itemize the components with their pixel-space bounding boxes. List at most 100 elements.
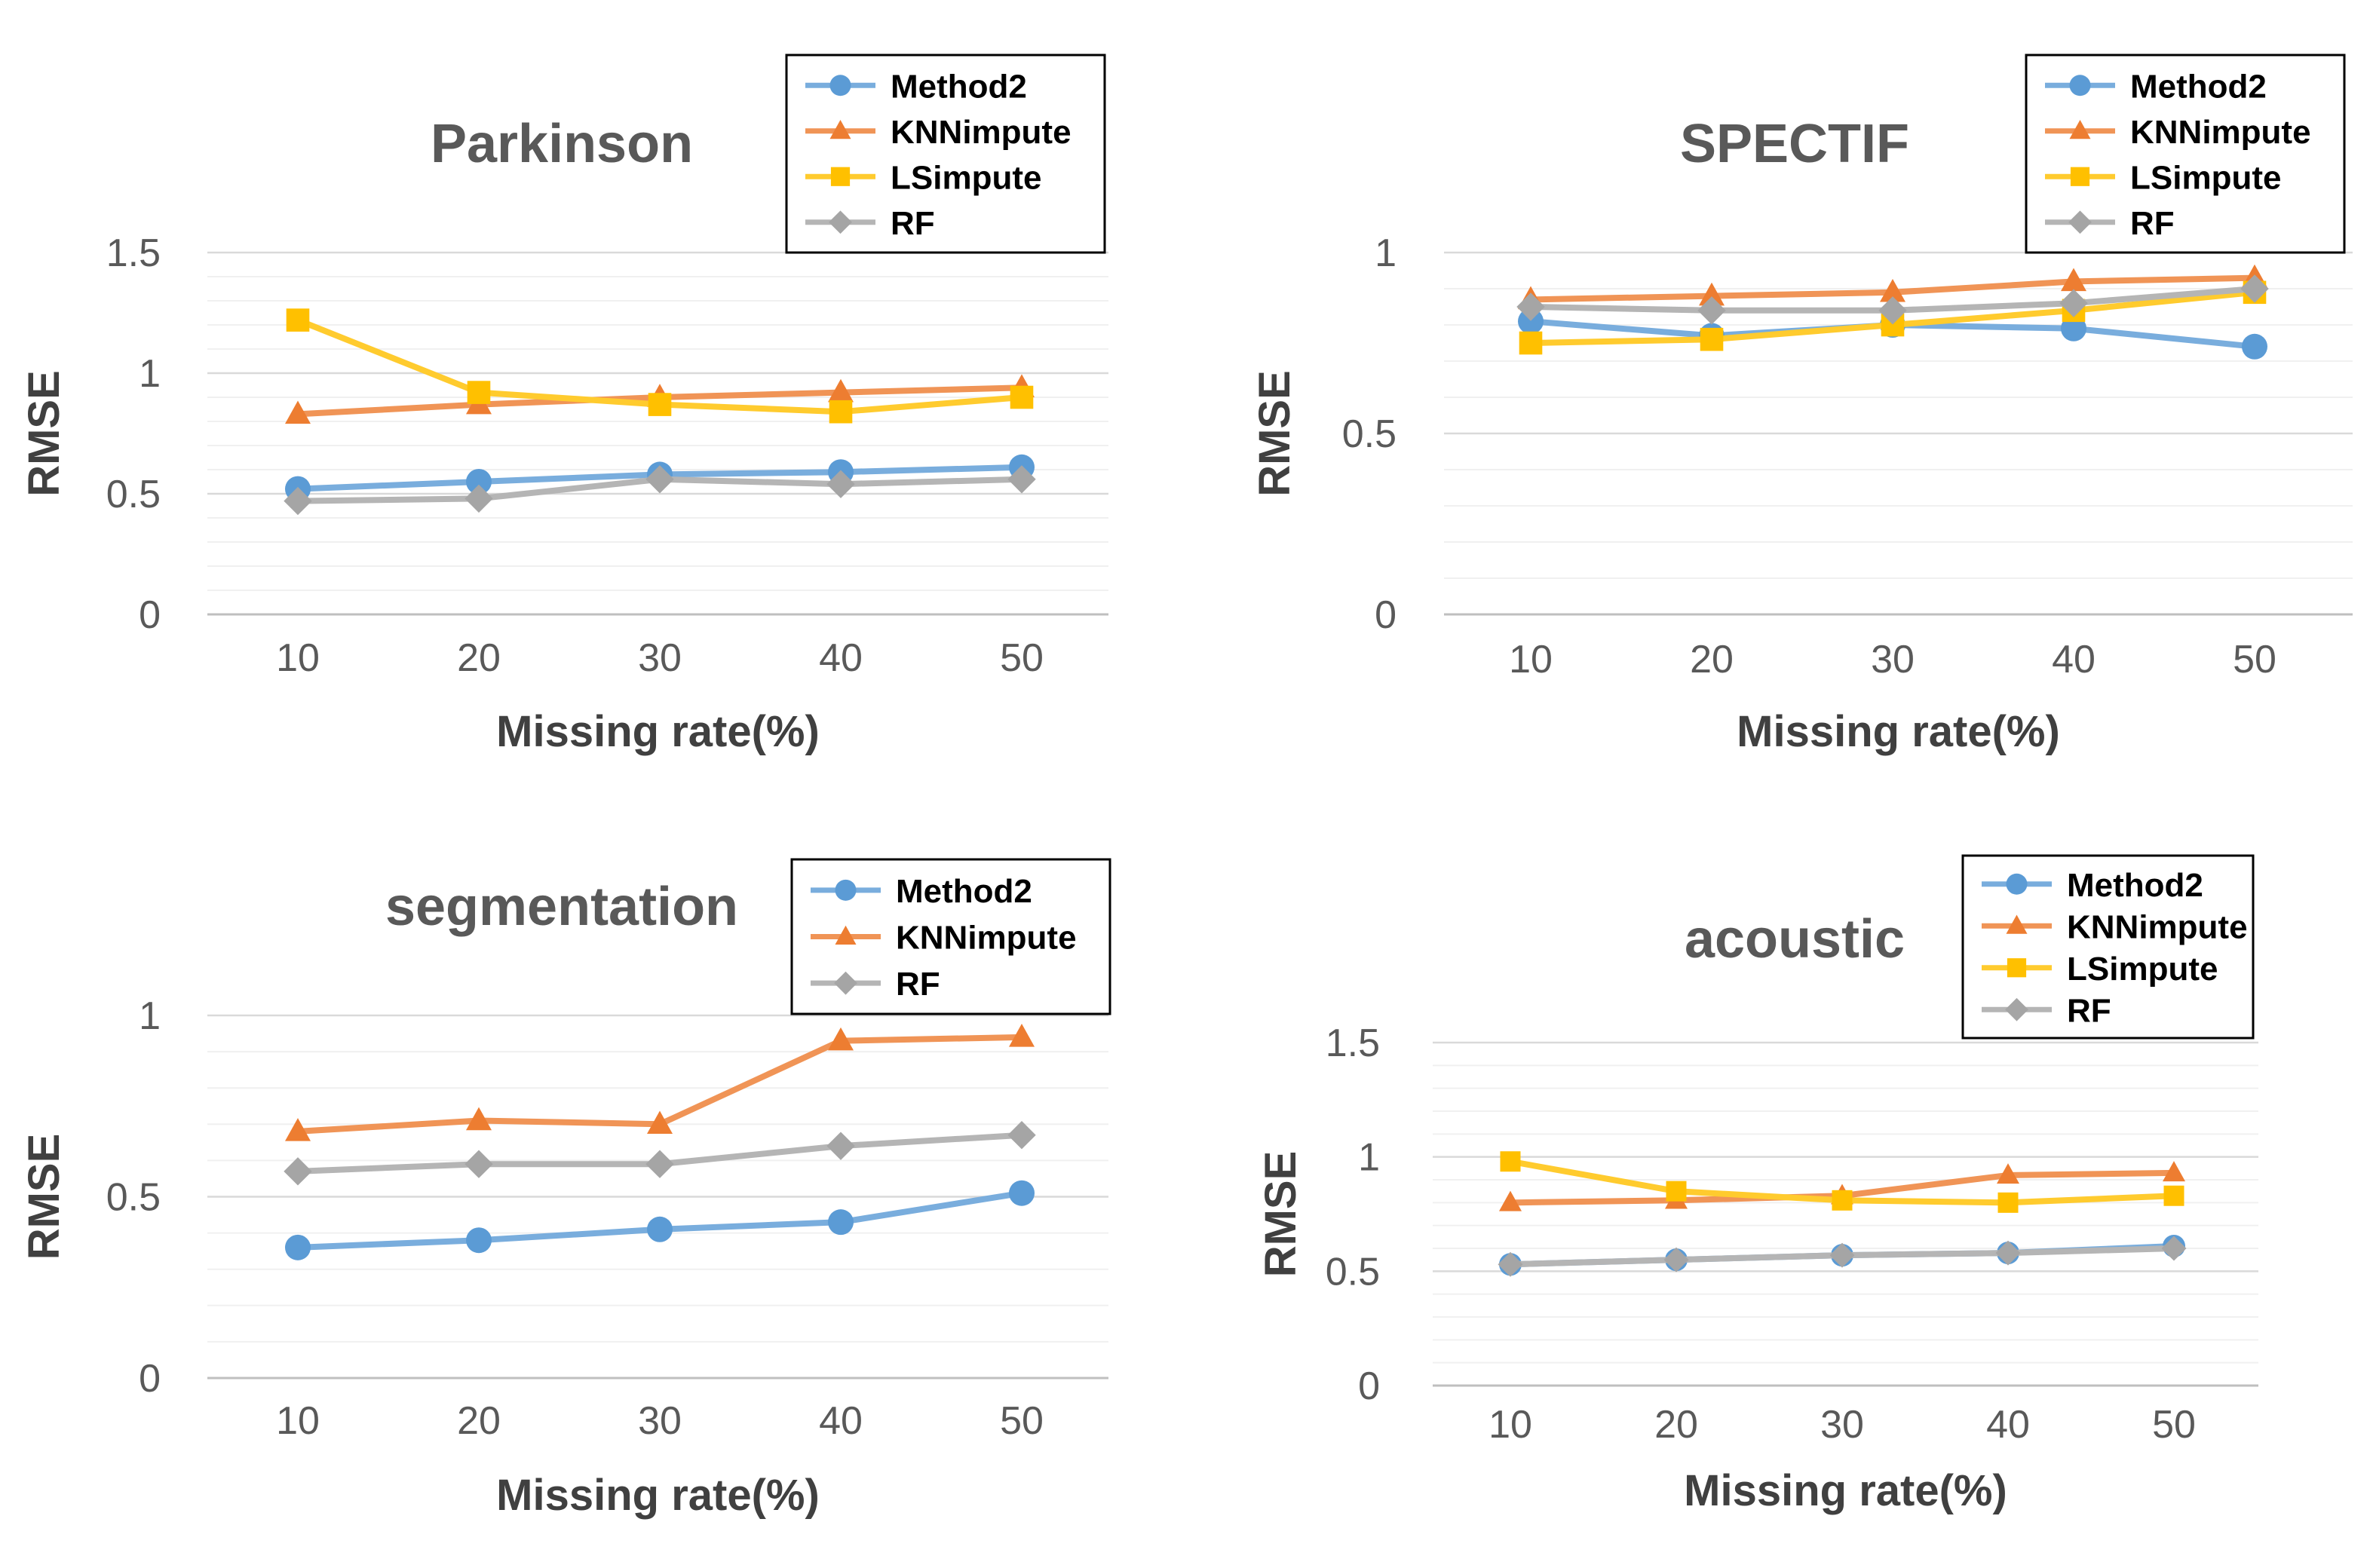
legend-label: RF [2067, 992, 2111, 1029]
chart-panel-spectif: 0 0.5 1 10 20 30 40 50 SPECTIF Missing rate(%) RMS… [1250, 54, 2353, 756]
data-point [1880, 278, 1905, 302]
y-tick-label: 1.5 [1326, 1021, 1380, 1065]
x-tick-label: 20 [1654, 1403, 1698, 1447]
data-point [1995, 1240, 2021, 1266]
data-point [2161, 1236, 2187, 1261]
legend-marker [2007, 958, 2027, 978]
legend: Method2 KNNimpute LSimpute RF [1961, 854, 2255, 1040]
data-point [1519, 331, 1543, 355]
legend-label: RF [2130, 205, 2175, 242]
data-point [2163, 1185, 2184, 1206]
legend-marker [835, 925, 857, 945]
x-tick-label: 40 [819, 636, 863, 680]
y-tick-label: 1 [1358, 1136, 1380, 1180]
data-point [1832, 1190, 1853, 1211]
data-point [2240, 274, 2269, 303]
data-point [1663, 1247, 1689, 1272]
x-tick-label: 10 [1488, 1403, 1532, 1447]
x-axis-label: Missing rate(%) [496, 707, 820, 756]
x-tick-label: 20 [457, 1399, 501, 1443]
legend-label: RF [891, 205, 935, 242]
x-tick-label: 40 [2052, 638, 2096, 681]
series-knnimpute [285, 1024, 1035, 1141]
data-point [467, 381, 491, 404]
legend-label: KNNimpute [896, 920, 1077, 957]
x-tick-label: 50 [2233, 638, 2276, 681]
x-tick-label: 50 [1000, 1399, 1044, 1443]
x-axis-label: Missing rate(%) [1684, 1466, 2007, 1515]
legend: Method2 KNNimpute RF [790, 858, 1111, 1015]
data-point [647, 1216, 673, 1242]
data-point [2242, 333, 2267, 360]
x-tick-label: 40 [819, 1399, 863, 1443]
data-point [286, 308, 310, 332]
data-point [1009, 1180, 1035, 1206]
y-axis-label: RMSE [20, 370, 69, 497]
legend-marker [2006, 873, 2028, 895]
y-tick-label: 0.5 [1342, 412, 1397, 456]
legend-label: LSimpute [2067, 951, 2218, 988]
y-tick-label: 0.5 [106, 473, 161, 516]
legend-marker [2069, 75, 2091, 96]
legend-label: RF [896, 966, 940, 1003]
series-lsimpute [1500, 1151, 2184, 1213]
data-point [466, 1227, 492, 1254]
legend-label: Method2 [2067, 867, 2203, 904]
data-point [648, 393, 672, 416]
y-tick-label: 1.5 [106, 231, 161, 275]
y-tick-label: 1 [139, 352, 161, 396]
legend-label: KNNimpute [2067, 908, 2248, 945]
data-point [1700, 327, 1724, 351]
y-tick-label: 0.5 [1326, 1250, 1380, 1294]
data-point [285, 1118, 311, 1141]
legend-label: KNNimpute [2130, 114, 2311, 151]
data-point [1997, 1192, 2019, 1213]
data-point [1009, 1024, 1035, 1047]
data-point [1829, 1242, 1855, 1268]
data-point [464, 1150, 493, 1178]
legend: Method2 KNNimpute LSimpute RF [785, 54, 1106, 254]
x-tick-label: 20 [1690, 638, 1734, 681]
legend-marker [2006, 914, 2028, 934]
y-axis-label: RMSE [1256, 1151, 1305, 1278]
legend-marker [2068, 210, 2092, 234]
series-rf [284, 1121, 1036, 1186]
legend-label: Method2 [2130, 68, 2267, 105]
data-point [828, 1209, 854, 1236]
legend-marker [2070, 167, 2090, 186]
series-lsimpute [286, 308, 1034, 424]
x-tick-label: 20 [457, 636, 501, 680]
legend-label: Method2 [896, 873, 1032, 910]
data-point [828, 1027, 854, 1051]
legend-marker [829, 210, 852, 234]
data-point [829, 400, 853, 424]
chart-panel-segmentation: 0 0.5 1 10 20 30 40 50 segmentation Missing rate(… [20, 858, 1111, 1520]
x-tick-label: 10 [276, 1399, 320, 1443]
chart-panel-acoustic: 0 0.5 1 1.5 10 20 30 40 50 acoustic Missing rate(%… [1256, 854, 2258, 1515]
data-point [826, 470, 855, 498]
data-point [2059, 289, 2088, 317]
data-point [828, 378, 854, 403]
data-point [1498, 1251, 1523, 1277]
chart-title: SPECTIF [1680, 114, 1909, 174]
chart-title: segmentation [385, 877, 738, 937]
legend-marker [834, 971, 857, 995]
data-point [1499, 1190, 1522, 1211]
series-rf [284, 465, 1036, 516]
x-axis-label: Missing rate(%) [1737, 707, 2060, 756]
y-tick-label: 0 [1358, 1364, 1380, 1408]
legend-label: LSimpute [2130, 159, 2281, 196]
data-point [1697, 296, 1726, 325]
x-axis-label: Missing rate(%) [496, 1471, 820, 1520]
data-point [826, 1132, 855, 1160]
data-point [1516, 292, 1545, 321]
chart-title: acoustic [1685, 909, 1905, 969]
y-axis-label: RMSE [1250, 370, 1299, 497]
legend-marker [830, 167, 851, 186]
data-point [285, 1234, 311, 1260]
legend-marker [829, 75, 851, 96]
x-tick-label: 50 [2152, 1403, 2196, 1447]
legend-label: KNNimpute [891, 114, 1072, 151]
